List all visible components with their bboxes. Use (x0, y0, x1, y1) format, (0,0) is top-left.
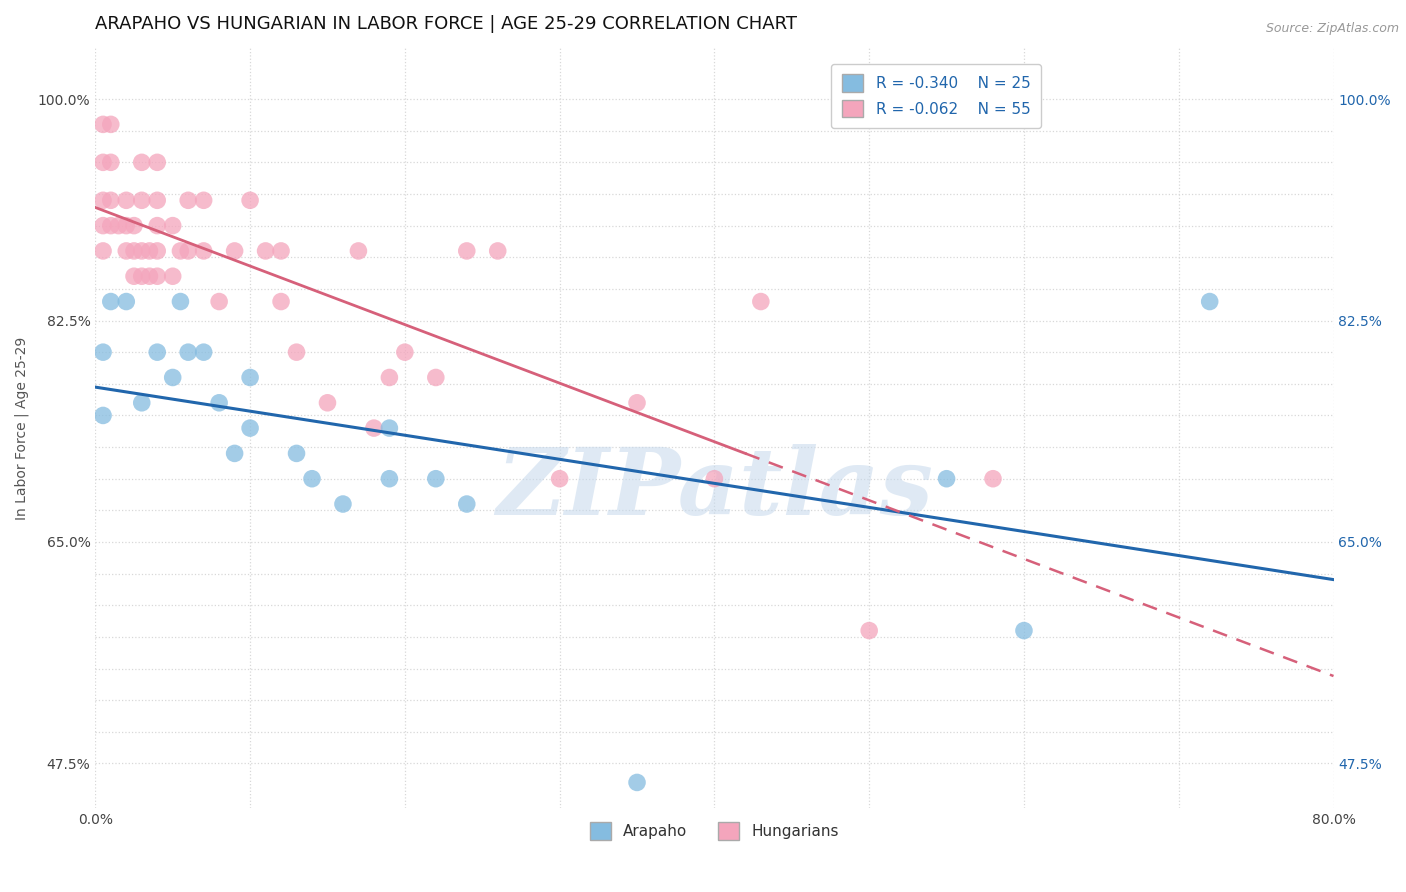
Point (486, 244, 509, 258)
Point (285, 345, 308, 359)
Point (749, 294, 772, 309)
Point (208, 396, 231, 410)
Point (131, 244, 153, 258)
Point (1198, 294, 1220, 309)
Point (91, 244, 114, 258)
Point (425, 370, 447, 384)
Point (169, 244, 191, 258)
Point (378, 472, 401, 486)
Point (138, 269, 160, 284)
Point (100, 155, 122, 169)
Point (858, 624, 880, 638)
Point (626, 775, 648, 789)
Point (162, 219, 184, 233)
Point (131, 194, 153, 208)
Point (363, 421, 385, 435)
Point (169, 294, 191, 309)
Point (378, 370, 401, 384)
Point (146, 244, 169, 258)
Point (239, 194, 262, 208)
Point (146, 194, 169, 208)
Point (122, 269, 145, 284)
Point (548, 472, 571, 486)
Point (131, 396, 153, 410)
Point (91, 409, 114, 423)
Point (115, 294, 138, 309)
Point (115, 219, 138, 233)
Point (162, 370, 184, 384)
Point (270, 294, 292, 309)
Point (100, 194, 122, 208)
Point (146, 269, 169, 284)
Point (122, 244, 145, 258)
Point (1012, 624, 1035, 638)
Point (285, 446, 308, 460)
Point (456, 497, 478, 511)
Point (425, 472, 447, 486)
Point (626, 396, 648, 410)
Point (162, 269, 184, 284)
Point (177, 244, 200, 258)
Point (224, 244, 246, 258)
Point (177, 194, 200, 208)
Point (115, 194, 138, 208)
Point (193, 194, 215, 208)
Point (208, 294, 231, 309)
Point (131, 155, 153, 169)
Point (456, 244, 478, 258)
Point (107, 219, 129, 233)
Legend: Arapaho, Hungarians: Arapaho, Hungarians (583, 816, 845, 846)
Point (703, 472, 725, 486)
Point (91, 345, 114, 359)
Point (347, 244, 370, 258)
Text: ZIPatlas: ZIPatlas (496, 444, 934, 533)
Point (91, 155, 114, 169)
Point (138, 244, 160, 258)
Point (146, 345, 169, 359)
Point (332, 497, 354, 511)
Point (254, 244, 277, 258)
Point (91, 117, 114, 131)
Point (239, 370, 262, 384)
Point (224, 446, 246, 460)
Text: Source: ZipAtlas.com: Source: ZipAtlas.com (1265, 22, 1399, 36)
Point (146, 155, 169, 169)
Point (193, 345, 215, 359)
Point (122, 219, 145, 233)
Point (316, 396, 339, 410)
Point (131, 269, 153, 284)
Point (146, 219, 169, 233)
Point (378, 421, 401, 435)
Text: ARAPAHO VS HUNGARIAN IN LABOR FORCE | AGE 25-29 CORRELATION CHART: ARAPAHO VS HUNGARIAN IN LABOR FORCE | AG… (96, 15, 797, 33)
Point (100, 294, 122, 309)
Point (177, 345, 200, 359)
Point (981, 472, 1004, 486)
Point (270, 244, 292, 258)
Point (100, 117, 122, 131)
Point (100, 219, 122, 233)
Point (301, 472, 323, 486)
Point (935, 472, 957, 486)
Point (193, 244, 215, 258)
Point (115, 244, 138, 258)
Point (394, 345, 416, 359)
Point (91, 194, 114, 208)
Point (239, 421, 262, 435)
Point (91, 219, 114, 233)
Y-axis label: In Labor Force | Age 25-29: In Labor Force | Age 25-29 (15, 336, 30, 520)
